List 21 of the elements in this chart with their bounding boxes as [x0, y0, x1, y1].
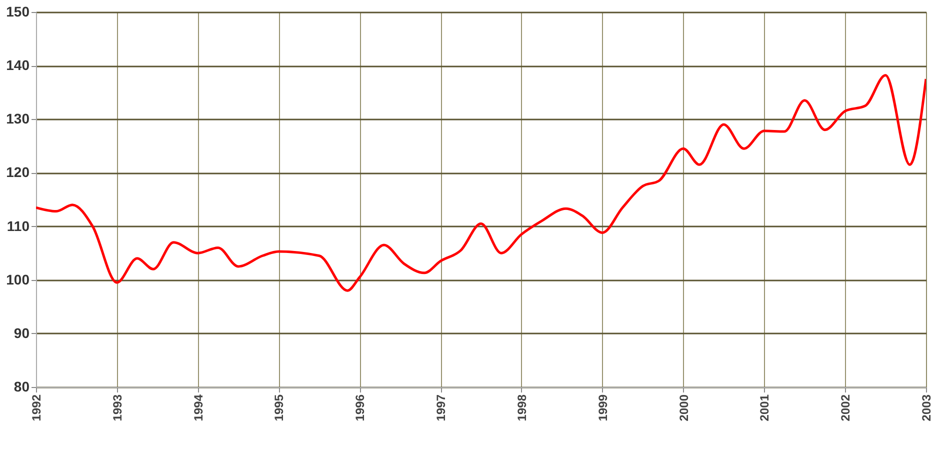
x-tick-label: 2003 [920, 394, 934, 422]
x-tick-label: 2000 [676, 394, 691, 422]
x-tick-label: 1996 [353, 394, 368, 422]
x-tick-label: 1999 [596, 394, 610, 422]
x-tick-label: 1992 [30, 394, 44, 422]
line-series [36, 74, 926, 292]
x-tick-label: 1995 [272, 394, 286, 422]
x-tick-label: 2002 [838, 394, 853, 422]
y-tick-label: 80 [14, 378, 30, 394]
x-tick-label: 2001 [758, 394, 772, 422]
y-tick-label: 150 [6, 4, 30, 20]
y-tick-label: 90 [14, 324, 30, 341]
x-tick-label: 1994 [191, 394, 206, 422]
x-tick-label: 1997 [434, 394, 448, 422]
y-tick-label: 120 [6, 164, 30, 180]
x-tick-label: 1998 [514, 394, 529, 422]
y-tick-label: 140 [6, 57, 30, 74]
y-tick-label: 130 [6, 110, 30, 127]
x-tick-label: 1993 [110, 394, 124, 422]
y-tick-label: 100 [6, 271, 30, 288]
y-tick-label: 110 [6, 218, 30, 234]
